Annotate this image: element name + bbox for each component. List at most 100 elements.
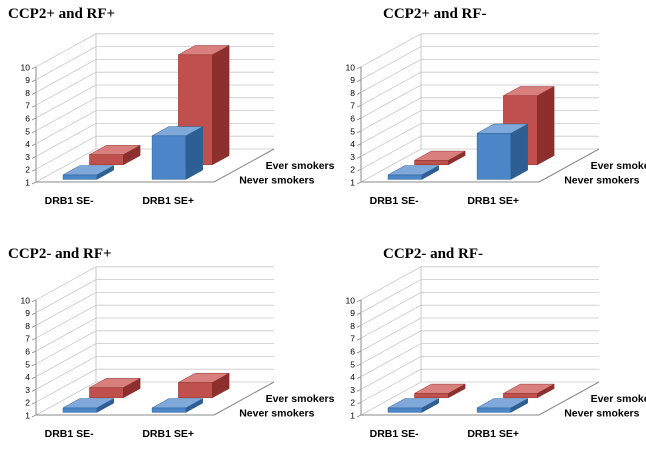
z-tick-mark: [356, 299, 362, 303]
z-tick-label: 7: [350, 334, 355, 344]
gridline: [360, 356, 599, 390]
x-tick-label: DRB1 SE+: [142, 428, 194, 440]
z-tick-label: 3: [350, 152, 355, 162]
y-axis-line: [538, 148, 600, 183]
x-tick-label: DRB1 SE-: [370, 195, 420, 207]
z-tick-mark: [31, 143, 37, 146]
gridline: [35, 330, 274, 365]
gridline: [35, 97, 274, 132]
gridline: [360, 343, 599, 377]
gridline: [360, 279, 599, 313]
gridline: [360, 330, 599, 365]
bar-never-smokers-se-neg: [387, 398, 440, 413]
bar-ever-smokers-se-neg: [89, 144, 141, 166]
z-tick-label: 5: [25, 126, 30, 136]
z-tick-mark: [356, 130, 362, 134]
bar-never-smokers-se-pos: [151, 398, 204, 413]
z-tick-label: 4: [25, 372, 30, 382]
z-tick-label: 6: [350, 114, 355, 124]
z-tick-mark: [31, 181, 37, 185]
gridline: [35, 266, 274, 301]
bar-never-smokers-se-neg: [62, 398, 115, 413]
z-tick-label: 3: [350, 385, 355, 395]
z-tick-label: 2: [25, 165, 30, 175]
z-tick-label: 6: [25, 114, 30, 124]
x-tick-label: DRB1 SE-: [45, 428, 95, 440]
z-tick-label: 9: [350, 308, 355, 318]
z-tick-mark: [31, 389, 37, 392]
z-tick-label: 3: [25, 385, 30, 395]
bar-ever-smokers-se-pos: [178, 372, 231, 399]
z-tick-mark: [356, 401, 362, 405]
bar-never-smokers-se-neg: [387, 165, 440, 180]
z-tick-label: 7: [25, 334, 30, 344]
gridline: [35, 59, 274, 93]
z-tick-label: 3: [25, 152, 30, 162]
z-tick-label: 2: [350, 165, 355, 175]
gridline: [360, 304, 599, 339]
y-tick-label: Ever smokers: [266, 393, 335, 405]
chart-ccp2neg-rfpos: 1 2 3 4 5 6 7 8 9 10 DRB1 SE- DRB1 SE+ Never smokers…: [21, 266, 335, 440]
gridline: [35, 71, 274, 106]
z-tick-mark: [31, 350, 37, 354]
bar-never-smokers-se-pos: [476, 123, 529, 180]
z-tick-mark: [356, 181, 362, 185]
chart-ccp2neg-rfneg: 1 2 3 4 5 6 7 8 9 10 DRB1 SE- DRB1 SE+ Never smokers…: [346, 266, 646, 440]
gridline: [360, 33, 599, 68]
z-tick-label: 1: [25, 411, 30, 421]
gridline: [360, 266, 599, 301]
gridline: [35, 292, 274, 326]
z-tick-label: 8: [350, 88, 355, 98]
y-tick-label: Never smokers: [239, 408, 314, 420]
z-tick-label: 1: [350, 178, 355, 188]
bar-ever-smokers-se-neg: [413, 150, 467, 166]
z-tick-mark: [356, 66, 362, 70]
x-tick-label: DRB1 SE-: [45, 195, 95, 207]
z-tick-mark: [31, 312, 37, 315]
gridline: [35, 279, 274, 313]
z-tick-label: 6: [350, 347, 355, 357]
gridline: [360, 46, 599, 80]
z-tick-mark: [31, 401, 37, 405]
z-tick-label: 6: [25, 347, 30, 357]
y-axis-line: [213, 381, 275, 416]
z-tick-mark: [31, 337, 37, 341]
z-tick-label: 4: [350, 372, 355, 382]
y-tick-label: Ever smokers: [591, 160, 646, 172]
gridline: [35, 343, 274, 377]
bar-ever-smokers-se-neg: [413, 383, 467, 399]
z-tick-mark: [31, 299, 37, 303]
z-tick-label: 8: [350, 321, 355, 331]
chart-ccp2pos-rfneg: 1 2 3 4 5 6 7 8 9 10 DRB1 SE- DRB1 SE+ Never smokers…: [346, 33, 646, 207]
chart-title-ccp2pos-rfpos: CCP2+ and RF+: [8, 6, 116, 22]
z-tick-mark: [31, 66, 37, 70]
z-tick-label: 7: [25, 101, 30, 111]
z-tick-mark: [31, 376, 37, 379]
z-tick-label: 1: [350, 411, 355, 421]
z-tick-label: 4: [350, 139, 355, 149]
gridline: [35, 46, 274, 80]
y-tick-label: Never smokers: [564, 408, 639, 420]
gridline: [35, 317, 274, 352]
gridline: [35, 84, 274, 119]
y-tick-label: Never smokers: [564, 175, 639, 187]
y-tick-label: Never smokers: [239, 175, 314, 187]
bar-never-smokers-se-pos: [476, 398, 529, 413]
z-tick-mark: [356, 79, 362, 82]
z-tick-mark: [31, 79, 37, 82]
gridline: [360, 292, 599, 326]
x-tick-label: DRB1 SE+: [467, 428, 519, 440]
x-tick-label: DRB1 SE-: [370, 428, 420, 440]
gridline: [35, 356, 274, 390]
z-tick-mark: [31, 363, 37, 367]
z-tick-mark: [356, 104, 362, 108]
z-tick-mark: [356, 363, 362, 367]
z-tick-label: 2: [25, 398, 30, 408]
z-tick-mark: [31, 156, 37, 159]
chart-title-ccp2neg-rfneg: CCP2- and RF-: [383, 246, 483, 262]
z-tick-label: 7: [350, 101, 355, 111]
x-tick-label: DRB1 SE+: [142, 195, 194, 207]
z-tick-mark: [356, 168, 362, 172]
z-tick-mark: [31, 325, 37, 328]
y-tick-label: Ever smokers: [591, 393, 646, 405]
